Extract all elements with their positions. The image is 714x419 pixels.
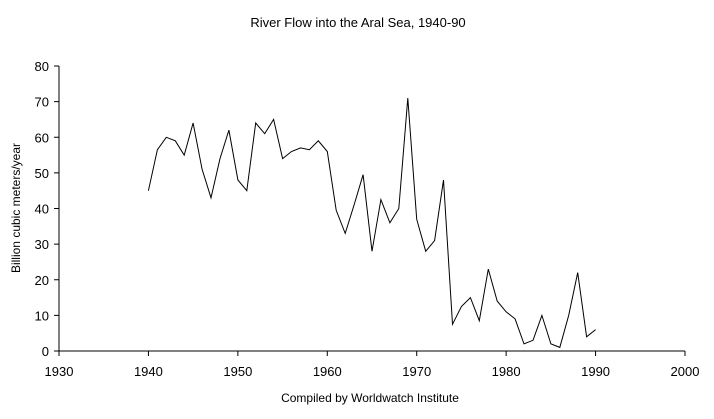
chart-title: River Flow into the Aral Sea, 1940-90 bbox=[250, 15, 465, 30]
x-tick-label: 1940 bbox=[134, 364, 163, 379]
y-tick-label: 30 bbox=[35, 237, 49, 252]
y-axis-label-group: Billion cubic meters/year bbox=[9, 143, 23, 273]
y-tick-label: 10 bbox=[35, 308, 49, 323]
y-tick-label: 70 bbox=[35, 95, 49, 110]
y-tick-label: 50 bbox=[35, 166, 49, 181]
x-axis-label: Compiled by Worldwatch Institute bbox=[281, 391, 459, 405]
x-tick-label: 1980 bbox=[492, 364, 521, 379]
x-tick-label: 1930 bbox=[45, 364, 74, 379]
x-tick-label: 1990 bbox=[581, 364, 610, 379]
y-tick-label: 60 bbox=[35, 130, 49, 145]
x-tick-label: 1970 bbox=[402, 364, 431, 379]
series-group bbox=[147, 98, 596, 349]
y-ticks: 0 10 20 30 40 50 60 70 80 bbox=[35, 59, 59, 359]
y-tick-label: 20 bbox=[35, 273, 49, 288]
y-axis-label: Billion cubic meters/year bbox=[9, 143, 23, 273]
y-tick-label: 40 bbox=[35, 202, 49, 217]
y-tick-label: 0 bbox=[42, 344, 49, 359]
x-tick-label: 1960 bbox=[313, 364, 342, 379]
river-flow-line bbox=[147, 98, 596, 349]
x-tick-label: 2000 bbox=[671, 364, 700, 379]
x-ticks: 1930 1940 1950 1960 1970 1980 1990 2000 bbox=[45, 351, 700, 379]
x-tick-label: 1950 bbox=[223, 364, 252, 379]
y-tick-label: 80 bbox=[35, 59, 49, 74]
